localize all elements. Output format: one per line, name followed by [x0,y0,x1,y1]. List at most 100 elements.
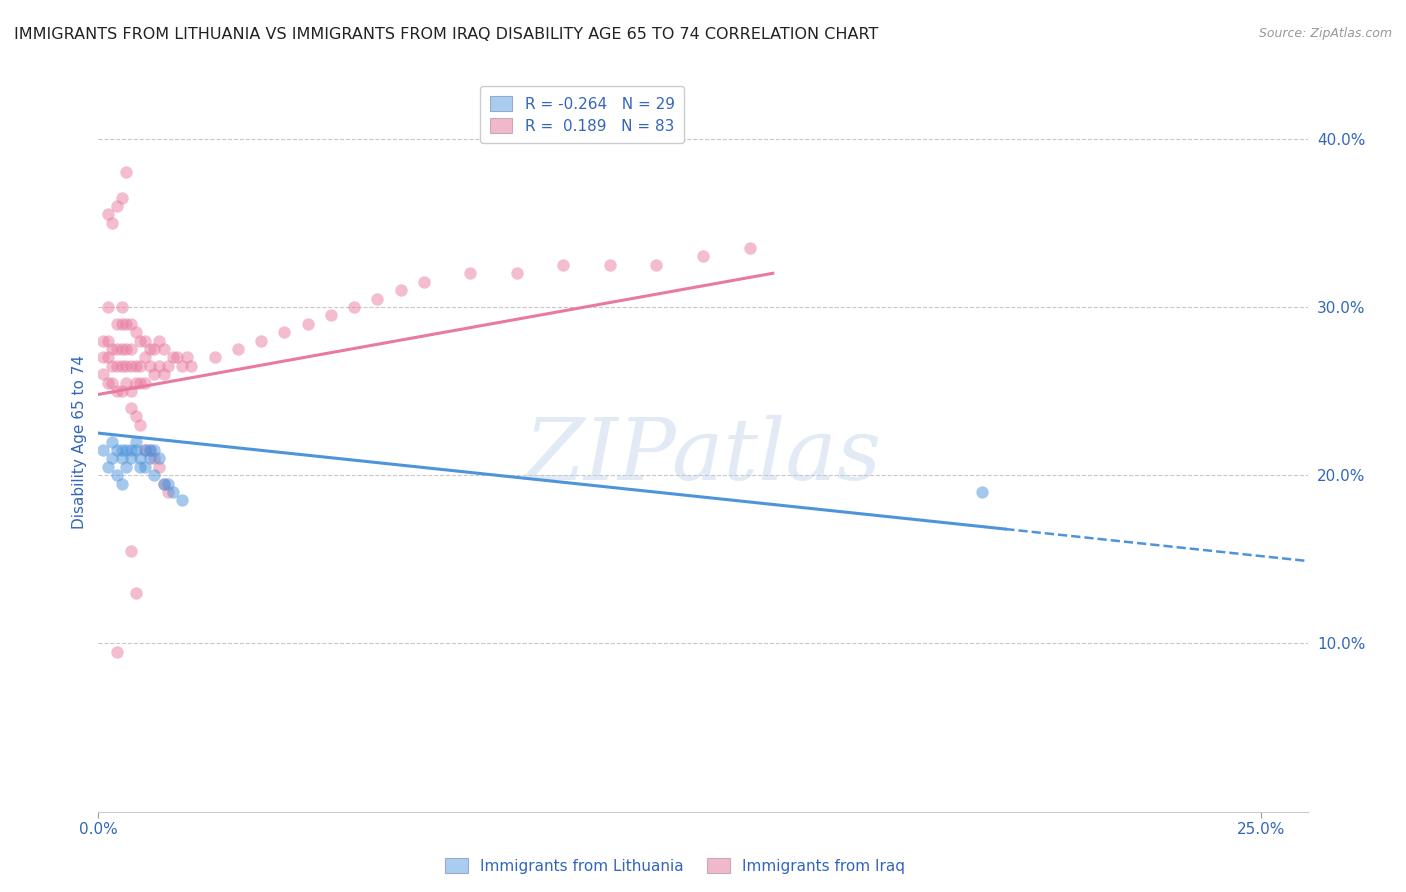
Point [226,342,249,356]
Point [148,334,170,348]
Point [166,351,188,365]
Point [138,359,160,373]
Text: IMMIGRANTS FROM LITHUANIA VS IMMIGRANTS FROM IRAQ DISABILITY AGE 65 TO 74 CORREL: IMMIGRANTS FROM LITHUANIA VS IMMIGRANTS … [14,27,879,42]
Point [105,442,128,457]
Point [143,468,166,483]
Point [105,199,128,213]
Point [115,317,138,331]
Point [129,359,152,373]
Point [162,351,184,365]
Point [101,434,124,449]
Point [366,292,388,306]
Point [124,442,146,457]
Point [143,442,166,457]
Point [129,334,152,348]
Point [101,342,124,356]
Point [143,451,166,466]
Legend: Immigrants from Lithuania, Immigrants from Iraq: Immigrants from Lithuania, Immigrants fr… [439,852,911,880]
Point [157,476,180,491]
Y-axis label: Disability Age 65 to 74: Disability Age 65 to 74 [72,354,87,529]
Point [148,459,170,474]
Point [970,485,993,500]
Point [120,384,142,398]
Point [138,451,160,466]
Point [105,342,128,356]
Point [105,468,128,483]
Point [111,317,134,331]
Point [134,459,156,474]
Point [152,342,174,356]
Point [115,342,138,356]
Point [413,275,436,289]
Point [115,376,138,390]
Point [152,368,174,382]
Point [91,368,114,382]
Text: Source: ZipAtlas.com: Source: ZipAtlas.com [1258,27,1392,40]
Point [124,586,146,600]
Point [553,258,575,272]
Point [157,485,180,500]
Point [134,351,156,365]
Point [460,266,482,280]
Point [204,351,226,365]
Point [120,401,142,415]
Point [157,359,180,373]
Point [134,334,156,348]
Point [134,442,156,457]
Point [692,249,714,264]
Point [138,442,160,457]
Point [97,300,120,314]
Point [111,442,134,457]
Point [134,376,156,390]
Point [91,442,114,457]
Point [111,451,134,466]
Point [176,351,198,365]
Point [172,359,194,373]
Point [101,376,124,390]
Point [115,442,138,457]
Point [101,216,124,230]
Legend: R = -0.264   N = 29, R =  0.189   N = 83: R = -0.264 N = 29, R = 0.189 N = 83 [481,87,683,143]
Point [148,451,170,466]
Point [124,409,146,424]
Point [129,417,152,432]
Point [111,359,134,373]
Point [645,258,668,272]
Point [506,266,529,280]
Point [115,165,138,179]
Point [250,334,273,348]
Point [389,283,412,297]
Point [120,544,142,558]
Point [101,359,124,373]
Point [124,434,146,449]
Point [97,351,120,365]
Point [120,359,142,373]
Point [111,300,134,314]
Point [105,645,128,659]
Text: ZIPatlas: ZIPatlas [524,415,882,498]
Point [138,342,160,356]
Point [129,376,152,390]
Point [124,325,146,339]
Point [115,459,138,474]
Point [162,485,184,500]
Point [273,325,295,339]
Point [124,359,146,373]
Point [120,317,142,331]
Point [152,476,174,491]
Point [599,258,621,272]
Point [143,368,166,382]
Point [105,384,128,398]
Point [120,451,142,466]
Point [97,376,120,390]
Point [97,334,120,348]
Point [97,459,120,474]
Point [143,342,166,356]
Point [105,317,128,331]
Point [111,384,134,398]
Point [343,300,366,314]
Point [297,317,319,331]
Point [111,342,134,356]
Point [111,476,134,491]
Point [129,459,152,474]
